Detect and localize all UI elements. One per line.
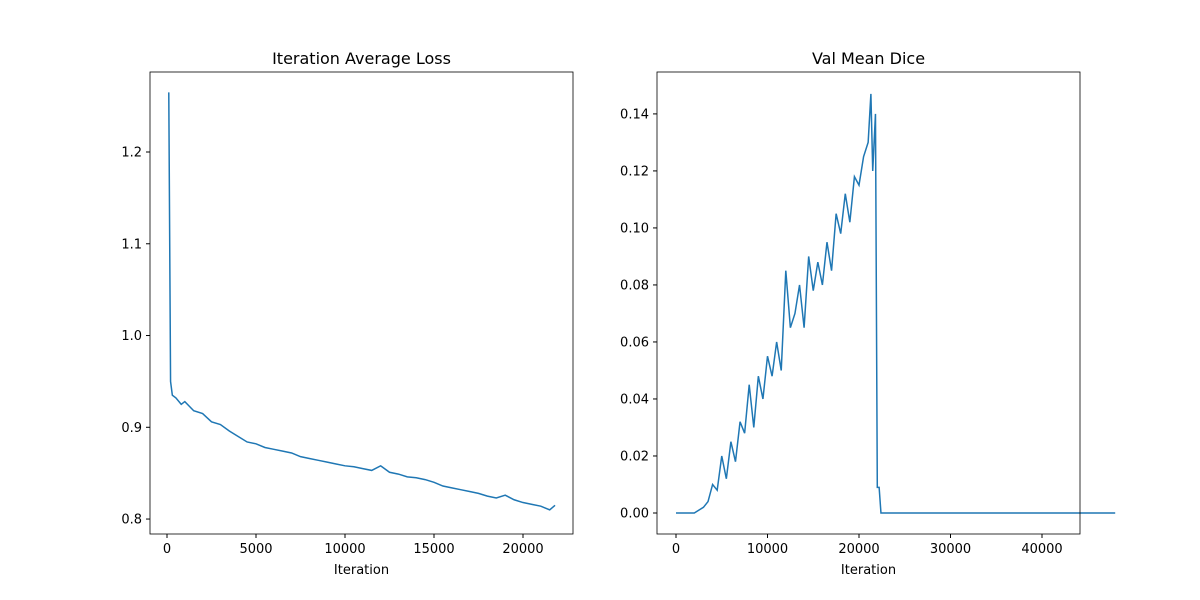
- x-tick-label: 40000: [1021, 542, 1062, 557]
- y-tick-label: 0.08: [620, 278, 649, 293]
- x-tick-label: 15000: [413, 542, 454, 557]
- x-axis-label: Iteration: [334, 563, 389, 578]
- axes-frame: [149, 71, 574, 535]
- data-line: [168, 92, 556, 511]
- y-tick-label: 1.2: [121, 146, 142, 161]
- y-tick-label: 0.06: [620, 335, 649, 350]
- axes-frame: [656, 71, 1081, 535]
- y-tick-label: 1.0: [121, 329, 142, 344]
- y-tick-label: 0.00: [620, 506, 649, 521]
- x-tick-label: 5000: [239, 542, 272, 557]
- x-tick-label: 20000: [502, 542, 543, 557]
- chart-title: Val Mean Dice: [812, 49, 925, 68]
- x-tick-label: 30000: [930, 542, 971, 557]
- x-tick-label: 0: [672, 542, 680, 557]
- chart-title: Iteration Average Loss: [272, 49, 451, 68]
- data-line: [676, 93, 1116, 514]
- y-tick-label: 0.12: [620, 164, 649, 179]
- x-axis-label: Iteration: [841, 563, 896, 578]
- y-tick-label: 0.9: [121, 421, 142, 436]
- x-tick-label: 10000: [747, 542, 788, 557]
- y-tick-label: 1.1: [121, 237, 142, 252]
- y-tick-label: 0.04: [620, 392, 649, 407]
- y-tick-label: 0.8: [121, 513, 142, 528]
- x-tick-label: 20000: [838, 542, 879, 557]
- y-tick-label: 0.14: [620, 107, 649, 122]
- y-tick-label: 0.02: [620, 449, 649, 464]
- x-tick-label: 10000: [324, 542, 365, 557]
- x-tick-label: 0: [163, 542, 171, 557]
- y-tick-label: 0.10: [620, 221, 649, 236]
